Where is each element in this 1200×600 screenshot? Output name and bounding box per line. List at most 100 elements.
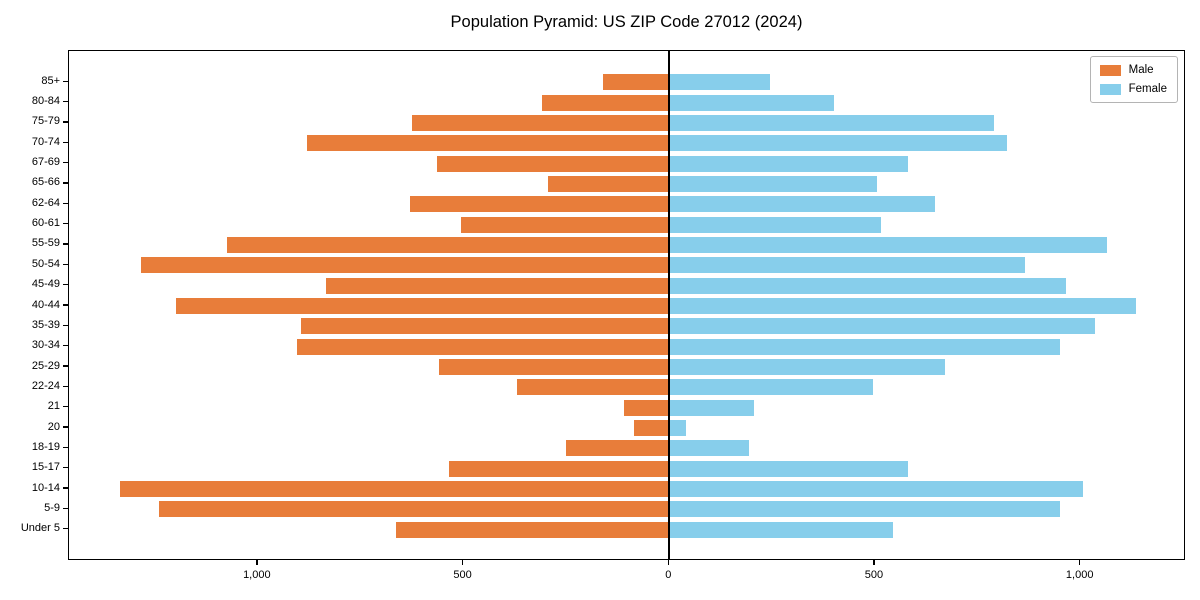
x-tick-label-500: 500 [864, 569, 884, 581]
y-tick-label-75-79: 75-79 [31, 115, 60, 128]
x-tick-1,000 [1078, 560, 1081, 565]
bar-female-21 [669, 399, 754, 416]
y-tick-10-14 [63, 487, 68, 489]
bar-male-75-79 [412, 114, 670, 132]
y-tick-label-20: 20 [47, 420, 60, 433]
y-tick-15-17 [63, 466, 68, 469]
bar-male-62-64 [410, 196, 670, 213]
bar-male-65-66 [547, 175, 670, 193]
y-tick-22-24 [63, 385, 68, 388]
bar-male-85+ [603, 74, 670, 91]
plot-area: Male Female [68, 50, 1185, 560]
bar-male-15-17 [449, 460, 670, 477]
bar-male-Under 5 [395, 521, 670, 538]
zero-axis-line [668, 51, 671, 559]
y-tick-label-85+: 85+ [41, 74, 60, 87]
bar-female-35-39 [669, 318, 1096, 335]
bar-male-35-39 [301, 318, 670, 335]
bar-male-80-84 [541, 94, 670, 111]
y-tick-35-39 [63, 324, 68, 327]
bar-female-30-34 [669, 338, 1061, 355]
x-tick-1,000 [256, 560, 258, 565]
y-tick-45-49 [63, 283, 68, 286]
bar-male-20 [634, 419, 670, 437]
y-tick-65-66 [63, 182, 68, 184]
bar-male-50-54 [140, 257, 670, 274]
bar-female-62-64 [669, 196, 935, 213]
bar-female-67-69 [669, 155, 908, 172]
legend-entry-female: Female [1099, 83, 1167, 95]
y-tick-label-50-54: 50-54 [31, 257, 60, 270]
x-tick-label-0: 0 [665, 569, 672, 581]
bar-female-75-79 [669, 114, 995, 132]
y-tick-label-80-84: 80-84 [31, 95, 60, 108]
bar-male-67-69 [436, 155, 670, 172]
bar-female-45-49 [669, 277, 1067, 294]
bar-male-18-19 [566, 440, 670, 457]
legend-label-female: Female [1128, 83, 1167, 95]
bar-female-55-59 [669, 236, 1108, 254]
y-tick-20 [63, 426, 68, 428]
y-tick-40-44 [63, 304, 68, 306]
bar-male-55-59 [226, 236, 670, 254]
male-swatch [1099, 64, 1121, 76]
y-tick-label-62-64: 62-64 [31, 196, 60, 209]
y-tick-label-10-14: 10-14 [31, 481, 60, 494]
bar-male-5-9 [159, 501, 670, 518]
bar-female-60-61 [669, 216, 882, 233]
bar-female-5-9 [669, 501, 1061, 518]
y-tick-label-30-34: 30-34 [31, 339, 60, 352]
bar-female-80-84 [669, 94, 834, 111]
y-tick-62-64 [63, 202, 68, 205]
y-tick-label-55-59: 55-59 [31, 237, 60, 250]
bar-female-40-44 [669, 297, 1137, 315]
bar-male-45-49 [325, 277, 670, 294]
x-tick-label-500: 500 [453, 569, 472, 581]
bar-female-10-14 [669, 480, 1083, 498]
bar-male-10-14 [120, 480, 670, 498]
legend-label-male: Male [1128, 64, 1154, 76]
y-tick-label-21: 21 [47, 400, 60, 413]
bar-male-25-29 [438, 358, 670, 376]
y-tick-label-18-19: 18-19 [31, 440, 60, 453]
y-tick-label-15-17: 15-17 [31, 461, 60, 474]
bar-male-40-44 [175, 297, 670, 315]
y-tick-label-Under 5: Under 5 [20, 522, 60, 535]
bar-female-20 [669, 419, 686, 437]
legend-entry-male: Male [1099, 64, 1167, 76]
y-tick-30-34 [63, 344, 68, 347]
y-tick-label-60-61: 60-61 [31, 217, 60, 230]
x-tick-label-1,000: 1,000 [243, 569, 271, 581]
bar-female-50-54 [669, 257, 1026, 274]
y-tick-label-40-44: 40-44 [31, 298, 60, 311]
y-tick-80-84 [63, 100, 68, 103]
y-tick-Under 5 [63, 527, 68, 530]
y-tick-67-69 [63, 161, 68, 164]
bar-female-85+ [669, 74, 771, 91]
y-tick-label-67-69: 67-69 [31, 156, 60, 169]
y-tick-70-74 [63, 141, 68, 143]
bar-female-70-74 [669, 135, 1007, 152]
y-tick-label-35-39: 35-39 [31, 318, 60, 331]
y-tick-5-9 [63, 507, 68, 510]
bar-male-30-34 [296, 338, 670, 355]
bar-female-Under 5 [669, 521, 894, 538]
bar-female-22-24 [669, 379, 873, 396]
chart-title: Population Pyramid: US ZIP Code 27012 (2… [450, 13, 803, 31]
x-tick-500 [873, 560, 875, 565]
female-swatch [1099, 83, 1121, 95]
y-tick-label-5-9: 5-9 [44, 501, 60, 514]
bar-male-70-74 [307, 135, 670, 152]
bar-female-25-29 [669, 358, 945, 376]
y-tick-55-59 [63, 243, 68, 245]
bar-male-22-24 [517, 379, 670, 396]
x-tick-0 [667, 560, 669, 565]
y-tick-50-54 [63, 263, 68, 266]
y-tick-label-45-49: 45-49 [31, 278, 60, 291]
y-tick-75-79 [63, 121, 68, 123]
bar-female-65-66 [669, 175, 878, 193]
bar-female-15-17 [669, 460, 908, 477]
bar-male-60-61 [461, 216, 670, 233]
y-tick-60-61 [63, 222, 68, 225]
